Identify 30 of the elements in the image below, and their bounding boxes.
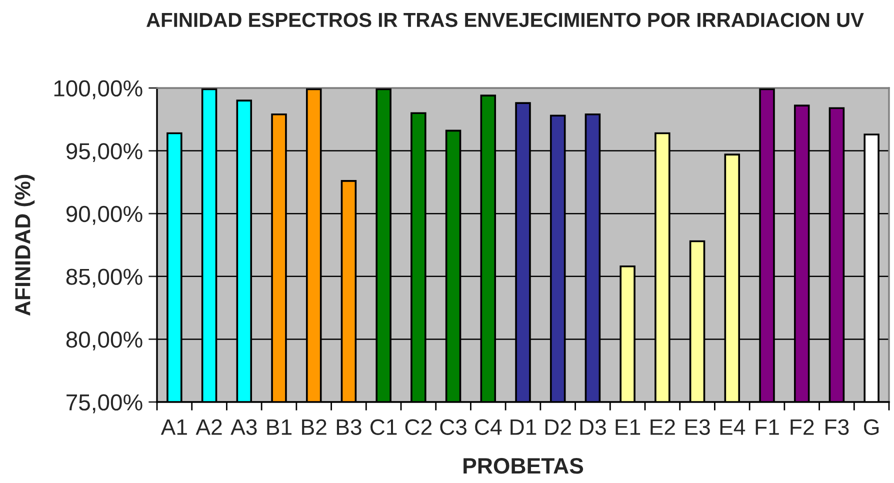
- y-tick-label: 95,00%: [66, 143, 142, 162]
- x-tick-label: E1: [616, 419, 640, 435]
- x-tick-label: A1: [160, 419, 187, 435]
- x-tick-label: C3: [440, 419, 467, 435]
- x-tick-label: C1: [370, 419, 397, 435]
- x-tick-label: D2: [545, 419, 571, 435]
- x-tick-label: F2: [790, 419, 814, 435]
- y-tick-label: 75,00%: [66, 394, 142, 414]
- chart-title: AFINIDAD ESPECTROS IR TRAS ENVEJECIMIENTO POR IRRADIACION UV: [146, 12, 864, 28]
- x-tick-label: F1: [756, 419, 779, 435]
- x-tick-label: B2: [302, 419, 326, 435]
- x-tick-label: E2: [650, 419, 675, 435]
- x-tick-label: C2: [405, 419, 432, 435]
- x-tick-label: D1: [510, 419, 536, 435]
- y-axis-title: AFINIDAD (%): [14, 174, 35, 316]
- x-tick-label: E3: [686, 419, 710, 435]
- x-tick-label: D3: [580, 419, 606, 435]
- y-tick-label: 85,00%: [66, 268, 142, 288]
- y-tick-label: 80,00%: [66, 332, 142, 350]
- x-tick-label: B3: [336, 419, 362, 435]
- y-tick-label: 100,00%: [54, 80, 142, 100]
- x-tick-label: E4: [720, 419, 746, 435]
- x-tick-label: B1: [267, 419, 292, 435]
- x-axis-title: PROBETAS: [464, 458, 584, 474]
- x-tick-label: A3: [230, 419, 257, 435]
- x-tick-label: A2: [196, 419, 222, 435]
- y-tick-label: 90,00%: [66, 206, 142, 225]
- x-tick-label: F3: [826, 419, 849, 435]
- x-tick-label: G: [864, 419, 879, 435]
- x-tick-label: C4: [475, 419, 502, 435]
